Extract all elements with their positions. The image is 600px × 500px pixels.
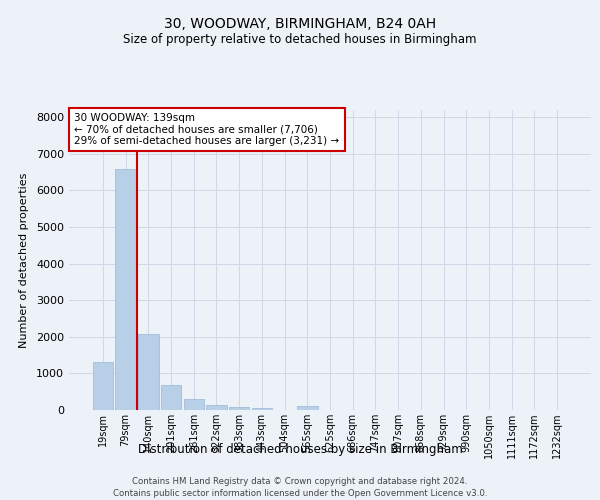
Bar	[297, 406, 317, 410]
Bar	[229, 407, 250, 410]
Bar	[138, 334, 158, 410]
Y-axis label: Number of detached properties: Number of detached properties	[19, 172, 29, 348]
Text: Contains public sector information licensed under the Open Government Licence v3: Contains public sector information licen…	[113, 489, 487, 498]
Bar	[251, 408, 272, 410]
Bar	[161, 385, 181, 410]
Bar	[184, 400, 204, 410]
Bar	[93, 362, 113, 410]
Bar	[206, 405, 227, 410]
Text: Distribution of detached houses by size in Birmingham: Distribution of detached houses by size …	[137, 442, 463, 456]
Text: 30 WOODWAY: 139sqm
← 70% of detached houses are smaller (7,706)
29% of semi-deta: 30 WOODWAY: 139sqm ← 70% of detached hou…	[74, 113, 340, 146]
Text: Contains HM Land Registry data © Crown copyright and database right 2024.: Contains HM Land Registry data © Crown c…	[132, 478, 468, 486]
Text: 30, WOODWAY, BIRMINGHAM, B24 0AH: 30, WOODWAY, BIRMINGHAM, B24 0AH	[164, 18, 436, 32]
Bar	[115, 170, 136, 410]
Text: Size of property relative to detached houses in Birmingham: Size of property relative to detached ho…	[123, 32, 477, 46]
